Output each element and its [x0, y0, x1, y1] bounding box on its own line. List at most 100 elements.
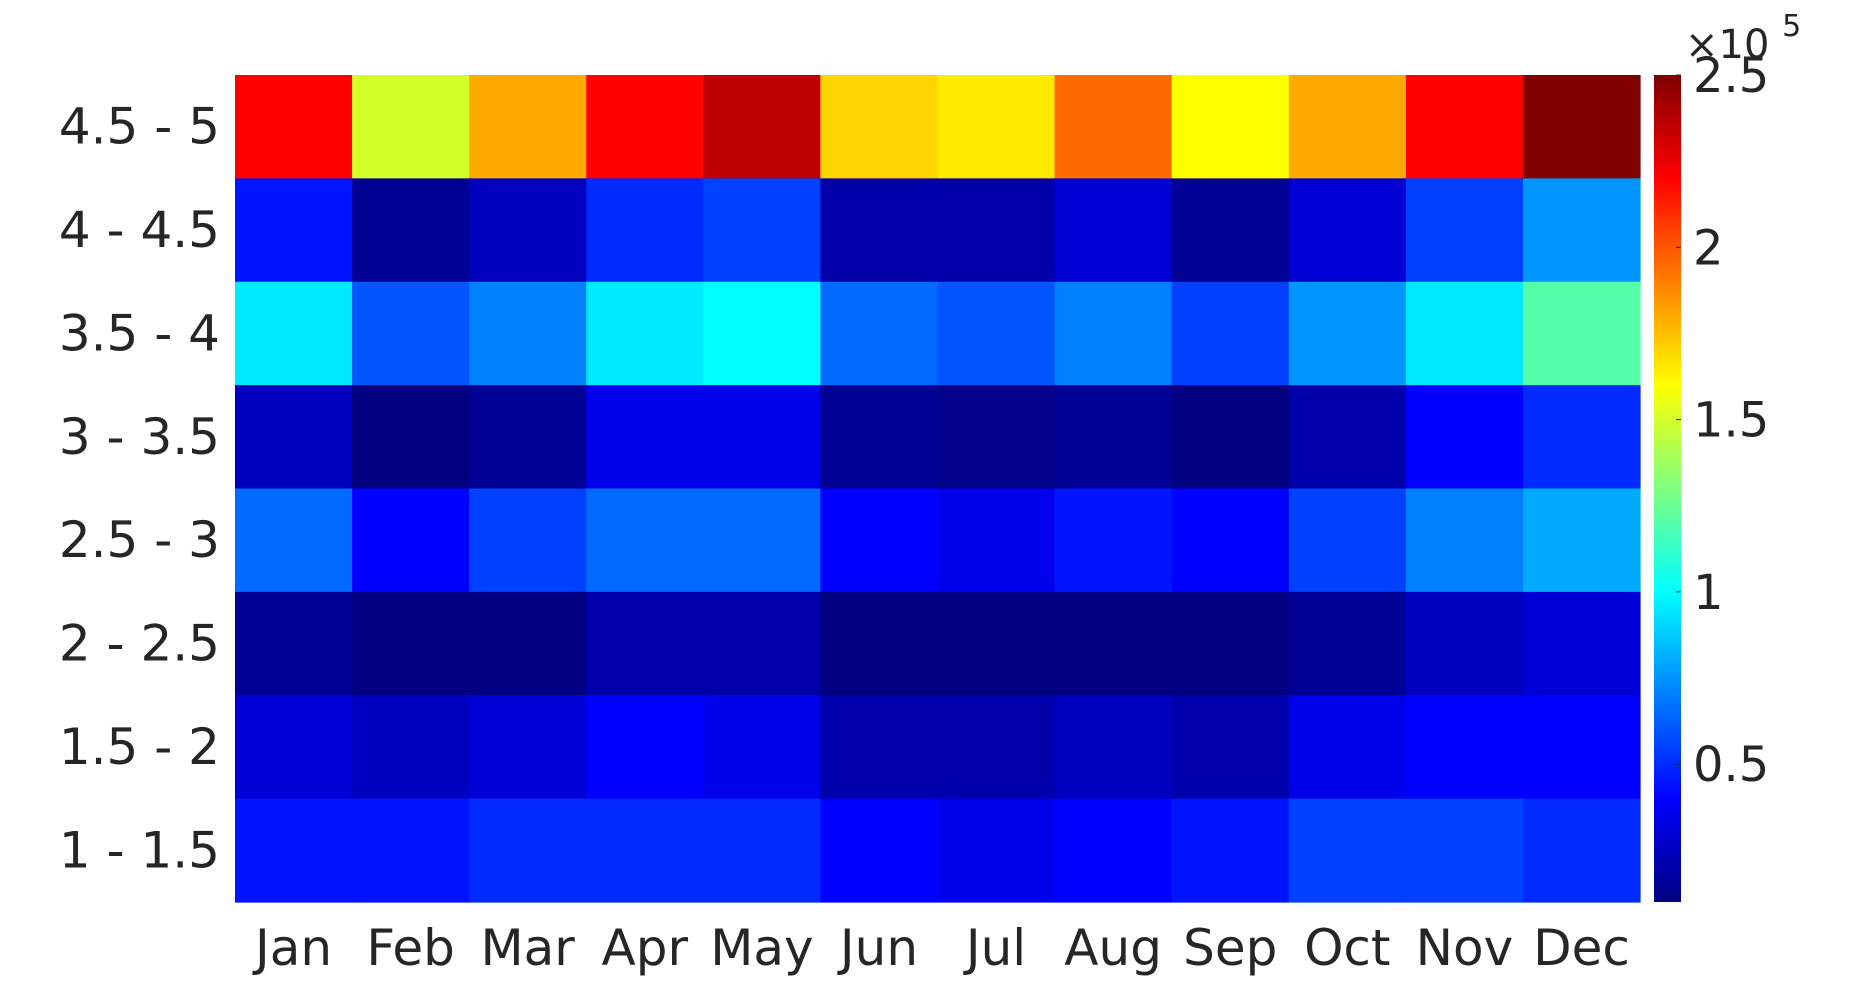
colorbar-tick-label: 2.5	[1693, 48, 1769, 104]
x-tick-label: Oct	[1304, 919, 1390, 977]
heatmap-cell	[1171, 75, 1290, 179]
y-tick-label: 1.5 - 2	[59, 718, 220, 776]
heatmap-cell	[469, 591, 587, 696]
colorbar-gradient	[1654, 75, 1681, 902]
heatmap-cell	[586, 75, 704, 179]
y-tick-label: 2.5 - 3	[59, 511, 220, 569]
heatmap-cell	[820, 488, 939, 593]
y-tick-label: 3.5 - 4	[59, 304, 220, 362]
colorbar: 0.5 1 1.5 2 2.5 ×10 5	[1654, 9, 1801, 902]
heatmap-cell	[937, 178, 1056, 283]
y-tick-label: 4.5 - 5	[59, 98, 220, 156]
heatmap-cell	[1054, 798, 1173, 903]
y-tick-label: 3 - 3.5	[59, 408, 220, 466]
heatmap-cell	[1171, 488, 1290, 593]
heatmap-cell	[820, 695, 939, 800]
colorbar-tick-label: 1	[1693, 565, 1724, 621]
heatmap-cell	[937, 281, 1056, 386]
heatmap-cell	[352, 385, 470, 490]
heatmap-cell	[586, 385, 704, 490]
heatmap-cell	[235, 695, 353, 800]
heatmap-cell	[469, 385, 587, 490]
heatmap-cell	[1522, 385, 1641, 490]
y-tick-label: 2 - 2.5	[59, 615, 220, 673]
heatmap-cell	[820, 385, 939, 490]
colorbar-tick-labels: 0.5 1 1.5 2 2.5	[1676, 48, 1769, 793]
heatmap-cell	[586, 591, 704, 696]
heatmap-cell	[1288, 695, 1407, 800]
heatmap-cell	[820, 591, 939, 696]
x-tick-label: Jun	[837, 919, 918, 977]
colorbar-exponent-base: ×10	[1685, 22, 1769, 68]
heatmap-cell	[469, 178, 587, 283]
heatmap-cell	[1405, 281, 1524, 386]
heatmap-cell	[1288, 488, 1407, 593]
y-tick-label: 1 - 1.5	[59, 821, 220, 879]
heatmap-cell	[1405, 695, 1524, 800]
heatmap-cell	[586, 695, 704, 800]
heatmap-cell	[352, 695, 470, 800]
x-tick-label: Aug	[1064, 919, 1162, 977]
heatmap-cell	[1171, 591, 1290, 696]
heatmap-cell	[235, 281, 353, 386]
heatmap-cell	[703, 281, 822, 386]
heatmap-cell	[1405, 591, 1524, 696]
heatmap-cell	[703, 695, 822, 800]
heatmap-cell	[469, 75, 587, 179]
heatmap-cell	[1171, 385, 1290, 490]
heatmap-cell	[1288, 281, 1407, 386]
heatmap-cell	[235, 798, 353, 903]
heatmap-cell	[703, 178, 822, 283]
heatmap-cell	[1522, 75, 1641, 179]
x-tick-label: Sep	[1183, 919, 1277, 977]
colorbar-tick-label: 2	[1693, 220, 1724, 276]
colorbar-exponent-power: 5	[1782, 9, 1801, 44]
heatmap-cell	[1054, 385, 1173, 490]
heatmap-cell	[1054, 488, 1173, 593]
colorbar-tick-label: 1.5	[1693, 393, 1769, 449]
heatmap-cell	[469, 798, 587, 903]
heatmap-cell	[352, 178, 470, 283]
heatmap-cell	[937, 695, 1056, 800]
heatmap-cell	[937, 591, 1056, 696]
heatmap-cell	[1288, 798, 1407, 903]
heatmap-cell	[703, 488, 822, 593]
heatmap-cell	[469, 488, 587, 593]
heatmap-cell	[586, 488, 704, 593]
heatmap-cell	[1522, 798, 1641, 903]
x-tick-label: Feb	[366, 919, 455, 977]
heatmap-cell	[1405, 75, 1524, 179]
heatmap-cell	[1522, 178, 1641, 283]
heatmap-cell	[469, 281, 587, 386]
x-tick-label: Dec	[1533, 919, 1630, 977]
heatmap-cell	[235, 488, 353, 593]
heatmap-cell	[1171, 281, 1290, 386]
x-tick-label: Mar	[481, 919, 576, 977]
x-tick-label: Apr	[602, 919, 689, 977]
heatmap-cell	[586, 178, 704, 283]
heatmap-cell	[820, 281, 939, 386]
heatmap-cell	[1054, 75, 1173, 179]
heatmap-cell	[703, 385, 822, 490]
x-axis-tick-labels: Jan Feb Mar Apr May Jun Jul Aug Sep Oct Nov Dec	[252, 919, 1630, 977]
heatmap-cell	[586, 798, 704, 903]
heatmap-cell	[1522, 591, 1641, 696]
heatmap-cell	[235, 178, 353, 283]
heatmap-cell	[469, 695, 587, 800]
colorbar-exponent-label: ×10 5	[1685, 9, 1801, 68]
heatmap-cell	[820, 178, 939, 283]
heatmap-cell	[703, 591, 822, 696]
heatmap-cell	[352, 75, 470, 179]
heatmap-cell	[1522, 695, 1641, 800]
x-tick-label: May	[710, 919, 813, 977]
heatmap-cell	[1522, 488, 1641, 593]
heatmap-cell	[1054, 178, 1173, 283]
heatmap-cell	[235, 385, 353, 490]
heatmap-cell	[235, 591, 353, 696]
heatmap-cell	[820, 798, 939, 903]
heatmap-cell	[1054, 591, 1173, 696]
x-tick-label: Nov	[1416, 919, 1514, 977]
heatmap-cell	[937, 488, 1056, 593]
heatmap-cell	[1288, 75, 1407, 179]
